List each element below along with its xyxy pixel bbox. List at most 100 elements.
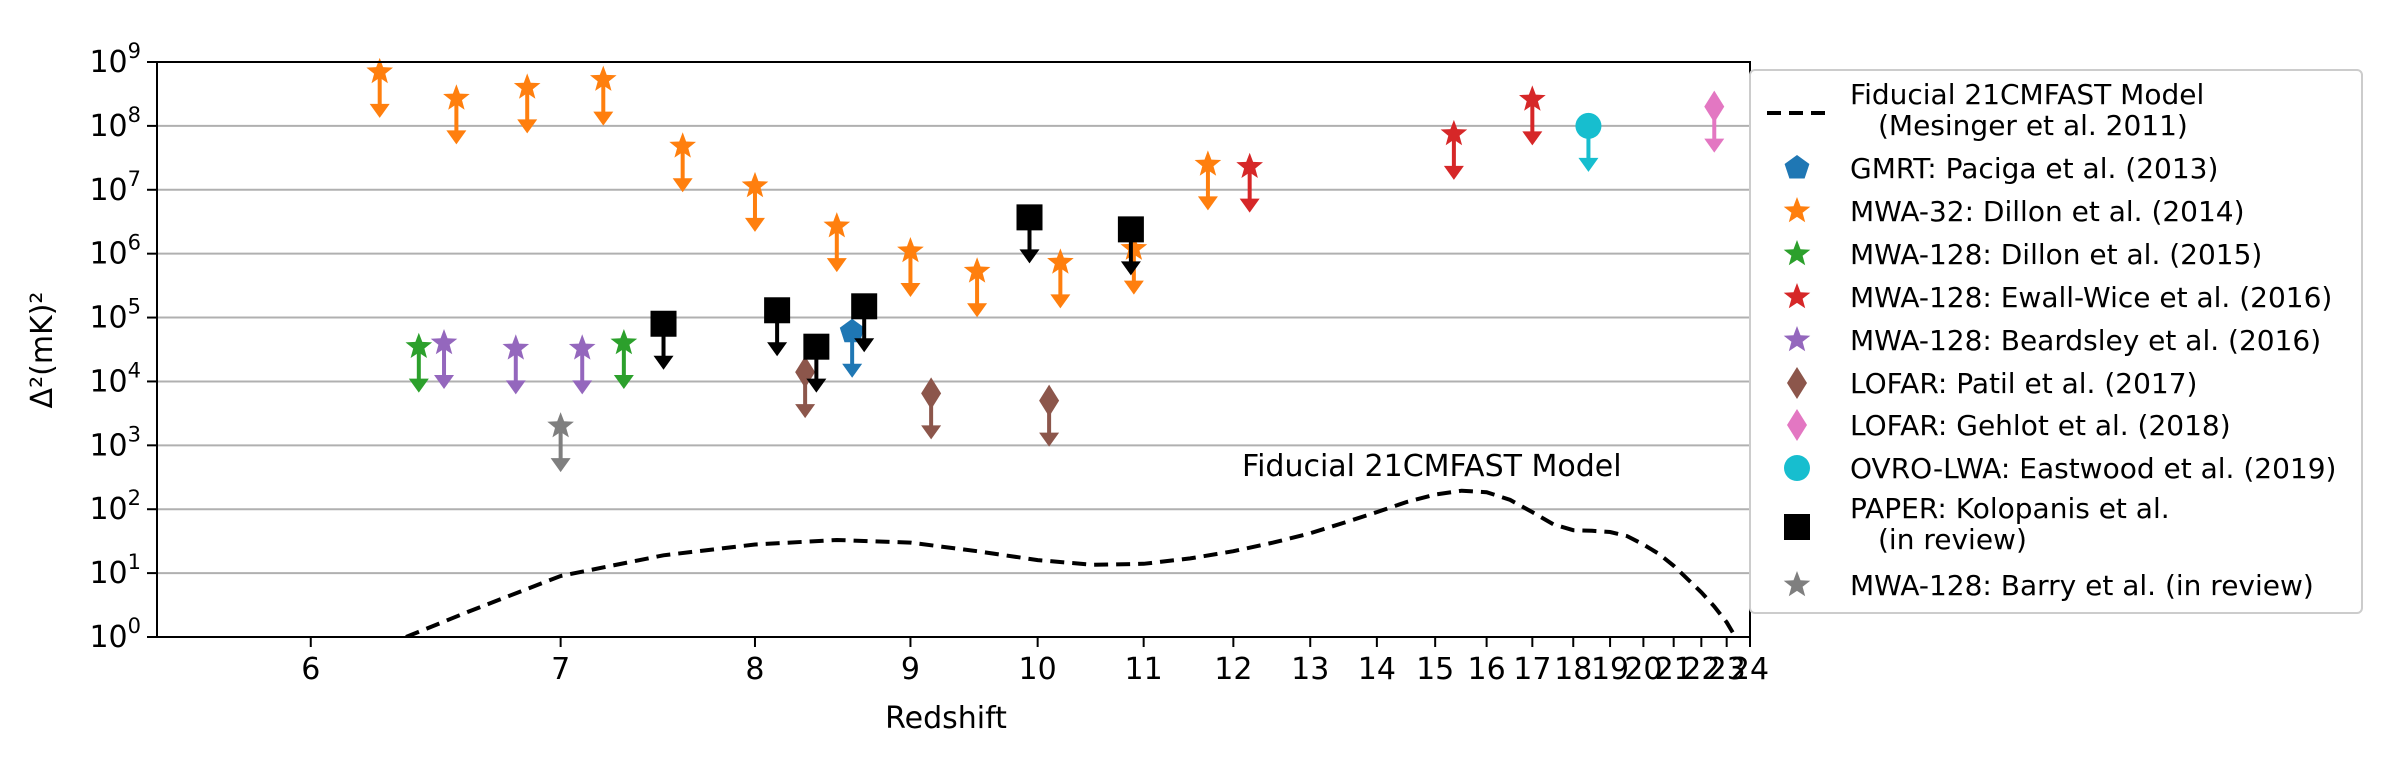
legend-label: MWA-128: Dillon et al. (2015): [1850, 238, 2262, 271]
legend-label: OVRO-LWA: Eastwood et al. (2019): [1850, 452, 2336, 485]
data-point-marker: [764, 297, 791, 324]
x-tick-label: 11: [1125, 652, 1163, 687]
legend-marker: [1783, 197, 1811, 223]
data-point-marker: [405, 332, 433, 358]
data-point-marker: [839, 318, 865, 343]
y-axis-label: Δ²(mK)²: [25, 292, 60, 409]
gridlines: [157, 124, 1750, 575]
y-tick-label: 109: [89, 39, 141, 80]
y-tick-label: 106: [89, 231, 141, 272]
data-point-marker: [669, 132, 696, 158]
legend-label: GMRT: Paciga et al. (2013): [1850, 152, 2218, 185]
legend-marker: [1783, 326, 1811, 352]
data-point-marker: [1575, 112, 1602, 139]
data-point-marker: [443, 84, 470, 110]
upper-limit-arrow-head: [550, 458, 571, 473]
data-point-marker: [610, 329, 638, 355]
upper-limit-arrow-head: [517, 119, 538, 134]
data-point-marker: [803, 333, 830, 360]
data-point-marker: [366, 57, 393, 84]
data-point-marker: [851, 293, 878, 320]
y-tick-label: 101: [89, 550, 141, 591]
data-point-marker: [1440, 119, 1468, 146]
upper-limit-arrow-head: [921, 425, 942, 440]
series-gmrt-paciga-et-al-2013: [839, 318, 865, 378]
data-point-marker: [650, 310, 677, 337]
x-tick-label: 21: [1655, 652, 1693, 687]
data-point-marker: [1117, 216, 1144, 243]
data-point-marker: [502, 334, 530, 360]
legend-marker: [1783, 240, 1811, 266]
data-point-marker: [1704, 90, 1725, 123]
upper-limit-arrow-head: [1019, 249, 1040, 264]
legend-label: MWA-128: Barry et al. (in review): [1850, 569, 2314, 602]
x-tick-label: 6: [301, 652, 320, 687]
data-point-marker: [568, 334, 596, 360]
upper-limit-arrow-head: [369, 103, 390, 118]
upper-limit-arrow-head: [408, 378, 429, 393]
legend-marker: [1783, 571, 1811, 597]
upper-limit-arrow-head: [572, 380, 593, 395]
model-line: [405, 488, 1738, 637]
legend-label: (in review): [1878, 523, 2027, 556]
series-paper-kolopanis-et-al: [650, 204, 1144, 393]
data-point-marker: [1194, 150, 1222, 176]
upper-limit-arrow-head: [505, 380, 526, 395]
upper-limit-arrow-head: [795, 404, 816, 419]
legend-label: (Mesinger et al. 2011): [1878, 109, 2188, 142]
upper-limit-arrow-head: [1578, 157, 1599, 172]
data-point-marker: [897, 237, 924, 263]
upper-limit-arrow-head: [806, 378, 827, 393]
data-point-marker: [921, 377, 942, 410]
upper-limit-arrow-head: [593, 111, 614, 126]
upper-limit-arrow-head: [744, 217, 765, 232]
x-tick-label: 16: [1468, 652, 1506, 687]
y-axis-ticks: 100 101 102 103 104 105 106 107 108 109: [89, 39, 157, 655]
upper-limit-arrow-head: [900, 283, 921, 298]
legend-marker: [1787, 409, 1807, 441]
y-tick-label: 107: [89, 167, 141, 208]
x-tick-label: 20: [1624, 652, 1662, 687]
x-tick-label: 19: [1591, 652, 1629, 687]
legend-box: [1749, 69, 2363, 614]
legend-label: MWA-128: Beardsley et al. (2016): [1850, 324, 2321, 357]
data-point-marker: [1120, 234, 1148, 260]
legend-marker: [1784, 155, 1810, 179]
upper-limit-arrow-head: [826, 258, 847, 273]
upper-limit-arrow-head: [767, 342, 788, 357]
legend-label: LOFAR: Patil et al. (2017): [1850, 367, 2197, 400]
upper-limit-arrow-head: [613, 374, 634, 389]
upper-limit-arrow-head: [1123, 280, 1144, 295]
fiducial-model-curve: [405, 488, 1738, 637]
data-point-marker: [823, 212, 851, 238]
data-point-marker: [1047, 248, 1074, 274]
upper-limit-arrow-head: [842, 363, 863, 378]
x-tick-label: 8: [745, 652, 764, 687]
plot-frame: [156, 61, 1751, 638]
upper-limit-arrow-head: [854, 338, 875, 353]
legend-marker: [1783, 283, 1811, 309]
upper-limit-arrow-head: [1704, 138, 1725, 153]
series-mwa-128-beardsley-et-al-2016: [430, 329, 596, 395]
upper-limit-arrow-head: [434, 374, 455, 389]
upper-limit-arrow-head: [446, 130, 467, 145]
x-tick-label: 15: [1416, 652, 1454, 687]
legend-label: MWA-32: Dillon et al. (2014): [1850, 195, 2245, 228]
x-tick-label: 7: [551, 652, 570, 687]
upper-limit-arrow-head: [1050, 294, 1071, 309]
data-point-marker: [741, 171, 769, 198]
y-tick-label: 108: [89, 103, 141, 144]
y-tick-label: 105: [89, 295, 141, 336]
series-mwa-128-dillon-et-al-2015: [405, 329, 638, 393]
x-axis-label: Redshift: [885, 701, 1007, 736]
upper-limit-points: [366, 57, 1725, 473]
x-tick-label: 9: [901, 652, 920, 687]
legend-marker: [1784, 455, 1810, 481]
series-ovro-lwa-eastwood-et-al-2019: [1575, 112, 1602, 172]
series-lofar-gehlot-et-al-2018: [1704, 90, 1725, 153]
legend-marker: [1784, 514, 1810, 540]
upper-limit-arrow-head: [672, 178, 693, 193]
data-point-marker: [430, 329, 458, 355]
